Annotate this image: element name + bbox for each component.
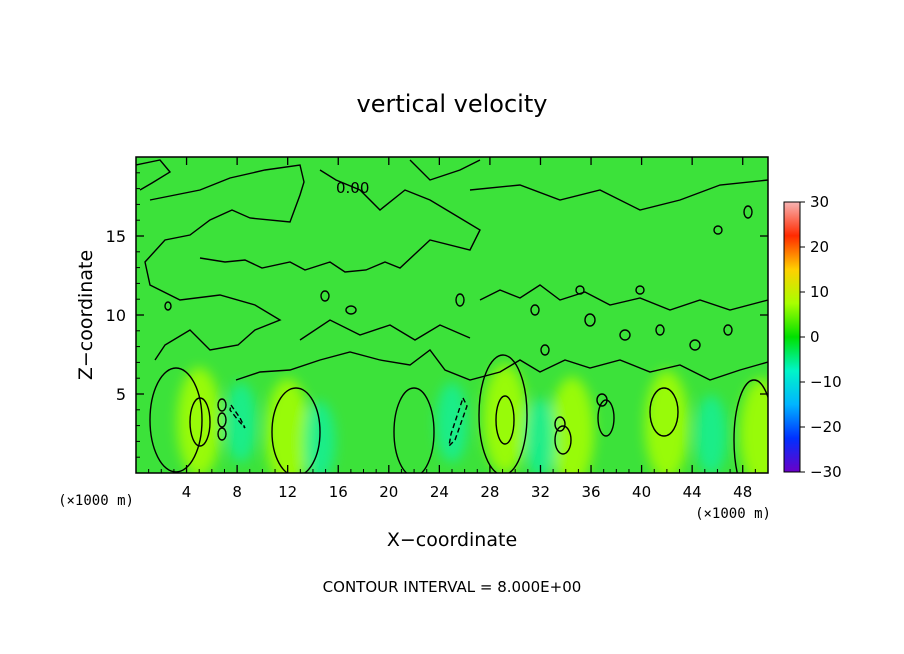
updraft-region [739,378,768,473]
y-tick-label: 15 [106,227,126,246]
cell-contour [478,354,528,473]
colorbar-tick-label: −20 [810,418,842,436]
colorbar-tick-label: 30 [810,193,829,211]
contour-interval-note: CONTOUR INTERVAL = 8.000E+00 [323,578,582,596]
small-contour [713,225,723,235]
updraft-region [644,370,689,473]
zero-contour [199,169,481,273]
updraft-contour [495,395,515,445]
x-tick-label: 12 [278,483,297,501]
zero-contour [299,319,471,341]
colorbar-tick-label: −10 [810,373,842,391]
colorbar: 30 20 10 0 −10 −20 −30 [783,193,842,481]
chart-title: vertical velocity [357,90,548,118]
downdraft-region [436,382,468,463]
downdraft-region [524,398,557,473]
x-unit-right: (×1000 m) [695,506,771,522]
downdraft-contour [229,403,246,429]
x-tick-label: 44 [683,483,702,501]
updraft-region [550,376,595,473]
cell-contour [597,399,615,437]
x-tick-label: 32 [531,483,550,501]
cell-contour [554,416,566,432]
cell-contour [596,393,608,407]
zero-contour [136,159,305,361]
zero-contour [409,159,768,211]
small-contour [345,305,357,315]
small-contour [530,304,540,316]
colorbar-gradient [783,201,801,473]
small-contour [455,293,465,307]
cell-contour [271,387,321,473]
colorbar-tick-label: 20 [810,238,829,256]
small-contour [723,324,733,336]
x-axis-label: X−coordinate [387,529,517,551]
x-tick-label: 8 [232,483,242,501]
contour-label: 0.00 [336,179,369,197]
small-contour [655,324,665,336]
downdraft-contour [447,396,468,449]
x-tick-label: 28 [480,483,499,501]
colorbar-tick-label: 10 [810,283,829,301]
downdraft-region [695,395,728,473]
colorbar-tick-label: −30 [810,463,842,481]
y-axis: 5 10 15 [106,172,768,458]
cell-contour [393,387,435,473]
x-tick-label: 24 [430,483,449,501]
cell-contour [554,425,572,455]
small-contour [320,290,330,302]
small-contour [540,344,550,356]
cell-contour [649,387,679,437]
x-unit-left: (×1000 m) [58,493,134,509]
y-tick-label: 10 [106,306,126,325]
x-tick-label: 4 [182,483,192,501]
updraft-region [483,364,528,473]
y-axis-label: Z−coordinate [75,250,97,380]
x-tick-label: 16 [329,483,348,501]
cell-contour [149,367,203,473]
cell-contour [217,412,227,428]
small-contour [743,205,753,219]
x-tick-label: 20 [379,483,398,501]
small-contour [164,301,172,311]
small-contour [619,329,631,341]
small-contour [575,285,585,295]
cell-contour [217,427,227,441]
colorbar-ticks: 30 20 10 0 −10 −20 −30 [800,193,842,481]
colorbar-tick-label: 0 [810,328,820,346]
updraft-region [177,367,222,473]
cell-contour [733,379,768,473]
y-tick-label: 5 [116,385,126,404]
contour-lines [136,159,768,473]
x-tick-label: 48 [733,483,752,501]
x-tick-label: 36 [581,483,600,501]
x-axis: 4 8 12 16 20 24 28 32 36 40 44 48 [148,157,756,501]
zero-contour [479,284,768,311]
small-contour [635,285,645,295]
x-tick-label: 40 [632,483,651,501]
updraft-region [265,378,310,473]
small-contour [689,339,701,351]
zero-contour [235,349,768,381]
small-contour [584,313,596,327]
cell-contour [217,398,227,412]
velocity-field [177,364,768,473]
